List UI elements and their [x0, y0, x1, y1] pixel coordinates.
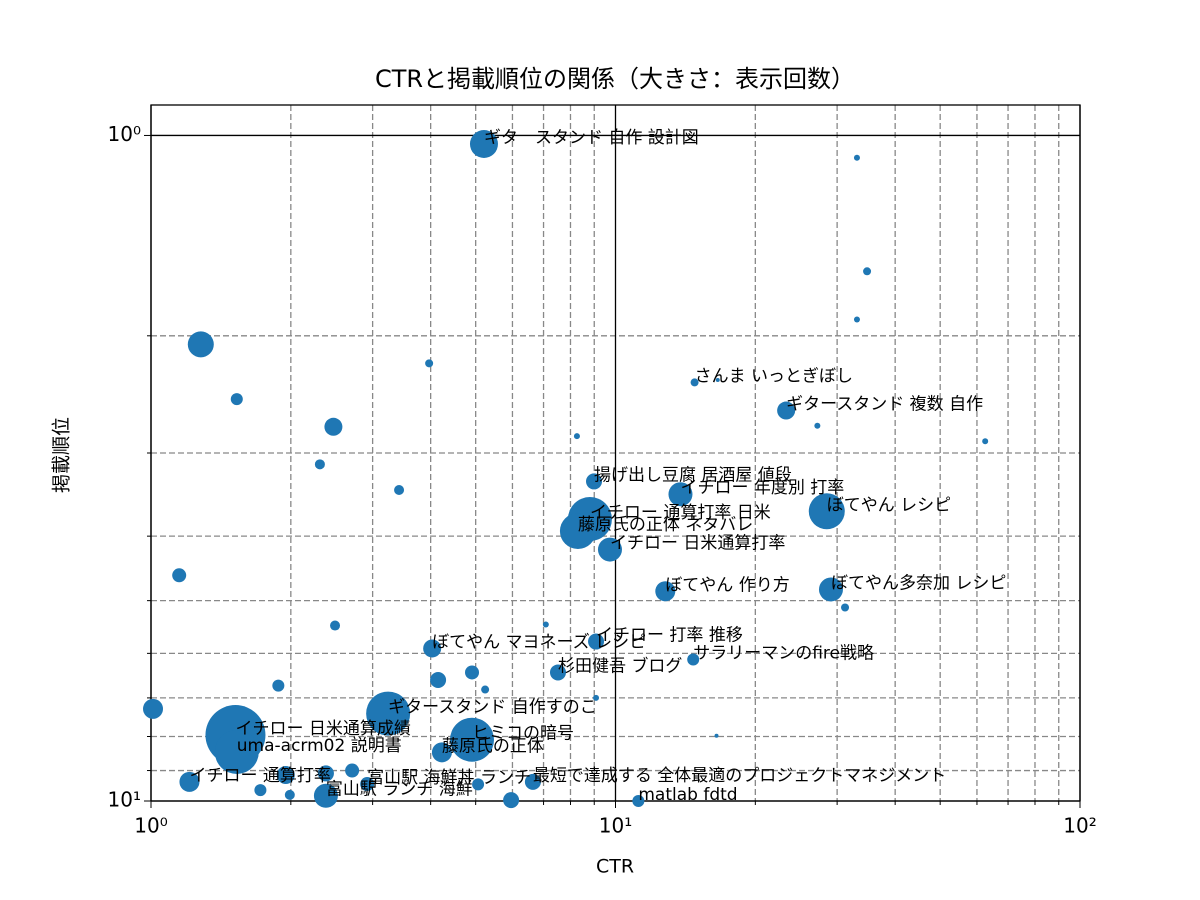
point	[559, 513, 596, 550]
point	[423, 639, 442, 658]
point-label: イチロー 日米通算成績	[235, 719, 410, 739]
point	[284, 789, 295, 800]
point-label: ギタースタンド 複数 自作	[786, 395, 983, 415]
chart-title: CTRと掲載順位の関係（大きさ：表示回数）	[375, 65, 855, 93]
point-label: サラリーマンのfire戦略	[693, 644, 874, 664]
point	[808, 493, 845, 530]
point	[313, 783, 338, 808]
point	[143, 698, 164, 719]
point	[863, 267, 872, 276]
point	[425, 359, 434, 368]
point	[818, 577, 843, 602]
point	[276, 766, 295, 785]
point	[272, 679, 285, 692]
point	[503, 792, 520, 809]
x-tick-label: 10⁰	[134, 814, 167, 838]
point	[668, 482, 693, 507]
point	[314, 459, 325, 470]
point-label: イチロー 通算打率	[189, 766, 330, 786]
point-label: ぼてやん 作り方	[665, 575, 789, 595]
point	[230, 393, 243, 406]
point-label: 最短で達成する 全体最適のプロジェクトマネジメント	[533, 766, 946, 786]
point-label: 富山駅 ランチ 海鮮	[326, 780, 473, 800]
point	[324, 417, 343, 436]
point	[469, 129, 498, 158]
point	[588, 633, 605, 650]
point-label: 杉田健吾 ブログ	[558, 655, 682, 676]
point	[214, 729, 259, 774]
x-tick-label: 10¹	[599, 814, 632, 838]
point	[853, 316, 860, 323]
point-label: さんま いっとぎぼし	[695, 366, 853, 386]
point-label: ヒミコの暗号	[472, 724, 574, 744]
point	[586, 473, 603, 490]
point	[465, 665, 480, 680]
x-tick-label: 10²	[1063, 814, 1096, 838]
point	[254, 784, 267, 797]
point	[345, 763, 360, 778]
point-label: イチロー 打率 推移	[596, 626, 743, 646]
point	[690, 378, 699, 387]
point-label: イチロー 通算打率 日米	[590, 503, 771, 523]
point	[179, 771, 200, 792]
point	[187, 331, 214, 358]
point	[687, 653, 700, 666]
point	[982, 438, 989, 445]
point	[366, 691, 411, 736]
point	[542, 621, 549, 628]
point	[481, 685, 490, 694]
point	[394, 485, 405, 496]
point-label: 富山駅 海鮮丼 ランチ	[367, 768, 531, 788]
point-label: 藤原氏の正体	[442, 736, 544, 756]
point-label: 藤原氏の正体 ネタバレ	[578, 515, 753, 535]
y-tick-label: 10¹	[108, 788, 141, 812]
point	[714, 733, 719, 738]
point	[655, 581, 676, 602]
plot-frame	[150, 104, 1081, 802]
point-label: uma-acrm02 説明書	[237, 736, 402, 756]
point-label: イチロー 年度別 打率	[680, 478, 844, 498]
point	[360, 777, 375, 792]
point	[814, 422, 821, 429]
point	[317, 765, 334, 782]
point	[472, 778, 485, 791]
point	[597, 537, 622, 562]
point	[430, 672, 447, 689]
point	[841, 603, 850, 612]
point	[632, 795, 645, 807]
point	[593, 694, 600, 701]
y-axis-label: 掲載順位	[51, 417, 73, 493]
point-label: イチロー 日米通算打率	[610, 534, 785, 554]
point-label: ぼてやん レシピ	[827, 495, 951, 515]
point	[853, 154, 860, 161]
point-label: ギタースタンド 自作すのこ	[388, 698, 597, 718]
point-label: 揚げ出し豆腐 居酒屋 値段	[594, 465, 792, 485]
point	[524, 773, 541, 790]
point	[172, 568, 187, 583]
point	[330, 620, 341, 631]
point	[715, 377, 720, 382]
point-label: ぼてやん多奈加 レシピ	[831, 573, 1006, 593]
point	[777, 401, 796, 420]
point-label: ギタ スタンド 自作 設計図	[484, 128, 699, 148]
point	[573, 433, 580, 440]
x-axis-label: CTR	[596, 856, 634, 878]
point-label: matlab fdtd	[638, 785, 737, 805]
point-label: ぼてやん マヨネーズ レシピ	[432, 632, 646, 652]
point	[450, 717, 495, 762]
y-tick-label: 10⁰	[108, 122, 141, 146]
point	[431, 742, 452, 763]
point	[550, 664, 567, 681]
